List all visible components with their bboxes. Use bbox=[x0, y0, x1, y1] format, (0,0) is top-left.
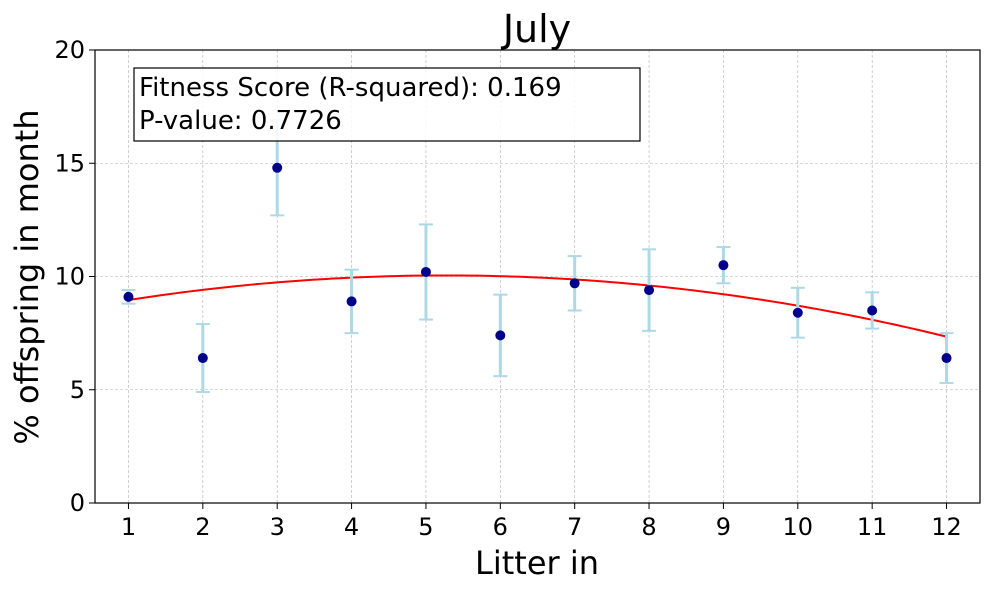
data-point bbox=[420, 266, 431, 277]
x-tick-label: 5 bbox=[418, 513, 433, 541]
x-tick-label: 6 bbox=[493, 513, 508, 541]
data-point bbox=[644, 285, 655, 296]
x-axis-label: Litter in bbox=[475, 544, 599, 582]
x-tick-label: 7 bbox=[567, 513, 582, 541]
x-tick-label: 2 bbox=[195, 513, 210, 541]
data-point bbox=[718, 260, 729, 271]
x-tick-label: 10 bbox=[783, 513, 814, 541]
data-point bbox=[569, 278, 580, 289]
data-point bbox=[123, 291, 134, 302]
y-tick-label: 0 bbox=[70, 489, 85, 517]
data-point bbox=[941, 353, 952, 364]
y-tick-label: 20 bbox=[54, 36, 85, 64]
x-tick-label: 4 bbox=[344, 513, 359, 541]
x-tick-label: 11 bbox=[857, 513, 888, 541]
data-point bbox=[197, 353, 208, 364]
x-tick-label: 12 bbox=[931, 513, 962, 541]
fit-curve bbox=[128, 274, 947, 338]
annotation-p-value: P-value: 0.7726 bbox=[139, 106, 342, 136]
x-tick-label: 1 bbox=[121, 513, 136, 541]
data-point bbox=[495, 330, 506, 341]
data-point bbox=[867, 305, 878, 316]
point-layer bbox=[123, 162, 952, 364]
y-tick-label: 10 bbox=[54, 263, 85, 291]
x-tick-label: 9 bbox=[716, 513, 731, 541]
x-tick-label: 3 bbox=[270, 513, 285, 541]
data-point bbox=[272, 162, 283, 173]
y-tick-label: 5 bbox=[70, 376, 85, 404]
y-axis-label: % offspring in month bbox=[8, 109, 46, 444]
data-point bbox=[792, 307, 803, 318]
chart-title: July bbox=[501, 7, 571, 51]
data-point bbox=[346, 296, 357, 307]
fit-layer bbox=[128, 274, 947, 338]
annotation-r-squared: Fitness Score (R-squared): 0.169 bbox=[139, 73, 562, 103]
annotation-box: Fitness Score (R-squared): 0.169 P-value… bbox=[133, 67, 641, 142]
y-tick-label: 15 bbox=[54, 149, 85, 177]
annotation-frame bbox=[133, 67, 641, 142]
x-tick-label: 8 bbox=[641, 513, 656, 541]
